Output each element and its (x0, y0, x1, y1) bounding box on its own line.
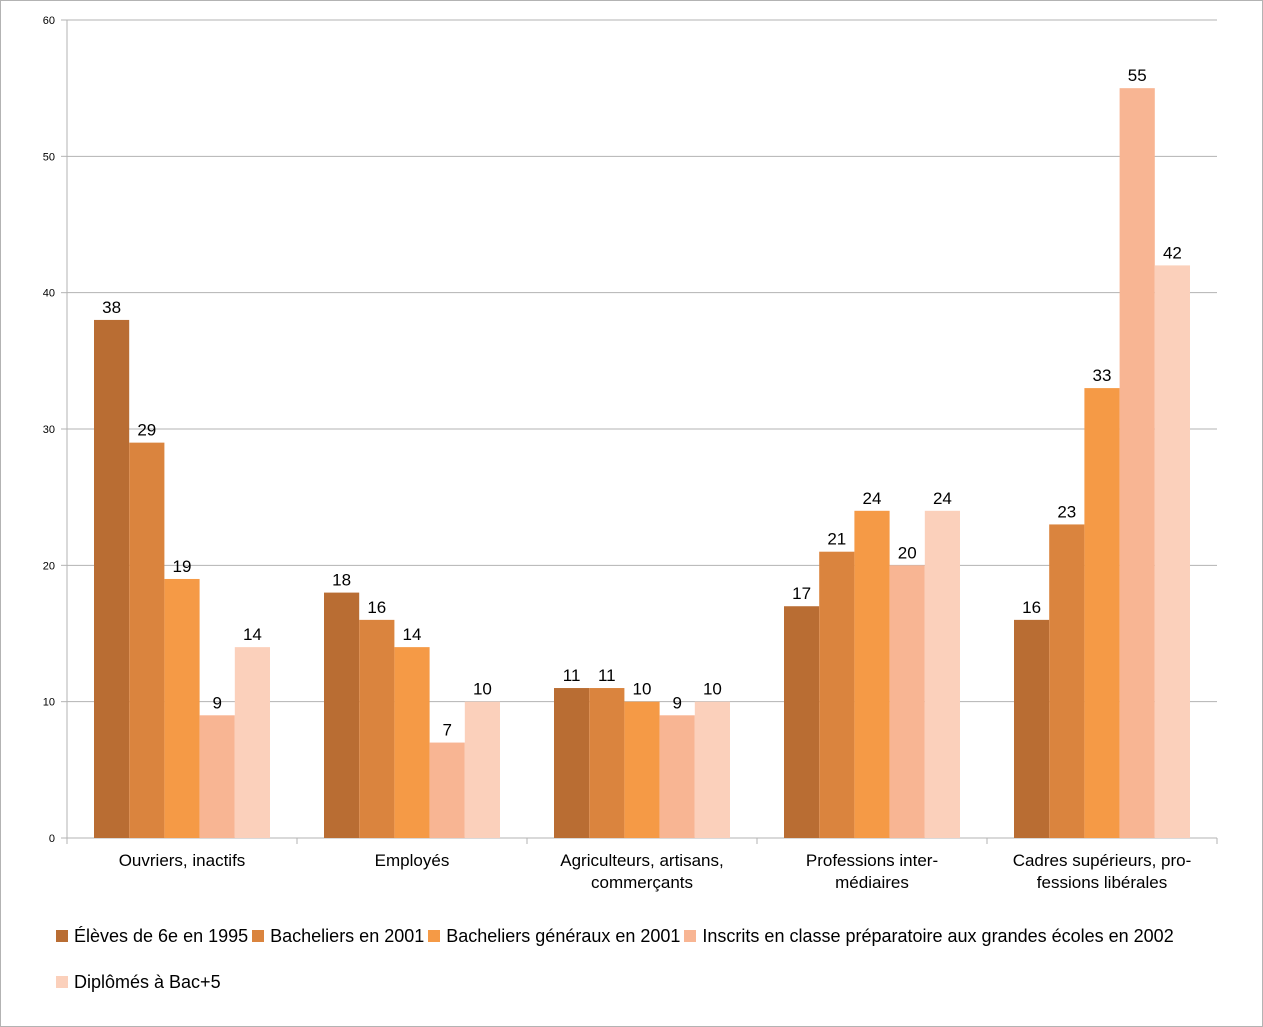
chart-legend: Élèves de 6e en 1995 Bacheliers en 2001 Ba… (56, 920, 1246, 998)
legend-swatch (252, 930, 265, 942)
x-tick-label: commerçants (591, 873, 693, 892)
bar (359, 619, 395, 838)
bar (1119, 88, 1155, 838)
data-label: 24 (863, 489, 882, 508)
x-tick-label: médiaires (835, 873, 909, 892)
data-label: 7 (442, 721, 451, 740)
bar (324, 592, 360, 838)
data-label: 9 (212, 693, 221, 712)
bar (819, 551, 855, 838)
legend-swatch (56, 930, 68, 942)
bar (429, 742, 465, 838)
data-label: 29 (137, 421, 156, 440)
data-label: 11 (563, 666, 581, 685)
data-label: 18 (332, 571, 351, 590)
legend-item: Diplômés à Bac+5 (56, 966, 1242, 998)
legend-label: Bacheliers généraux en 2001 (446, 926, 681, 946)
data-label: 38 (102, 298, 121, 317)
bar (394, 647, 430, 838)
bar (659, 715, 695, 838)
data-label: 9 (672, 693, 681, 712)
bar (164, 578, 200, 838)
data-label: 11 (598, 666, 616, 685)
data-label: 10 (633, 680, 652, 699)
y-tick-label: 60 (43, 15, 55, 27)
data-label: 16 (1022, 598, 1041, 617)
bar (199, 715, 235, 838)
data-label: 16 (367, 598, 386, 617)
data-label: 42 (1163, 243, 1182, 262)
x-tick-label: Employés (375, 851, 450, 870)
bar (854, 510, 890, 838)
bar (589, 688, 625, 838)
data-label: 19 (173, 557, 192, 576)
bar (464, 701, 500, 838)
bar (624, 701, 660, 838)
legend-swatch (428, 930, 441, 942)
bar (554, 688, 590, 838)
data-label: 10 (473, 680, 492, 699)
legend-item: Bacheliers en 2001 (252, 920, 424, 952)
x-tick-label: Agriculteurs, artisans, (560, 851, 723, 870)
data-label: 55 (1128, 66, 1147, 85)
bar (1084, 388, 1120, 838)
legend-label: Inscrits en classe préparatoire aux gran… (702, 926, 1174, 946)
bar (784, 606, 820, 838)
legend-item: Inscrits en classe préparatoire aux gran… (684, 920, 1174, 952)
legend-label: Bacheliers en 2001 (270, 926, 425, 946)
data-label: 17 (792, 584, 811, 603)
legend-swatch (684, 930, 697, 942)
data-label: 33 (1093, 366, 1112, 385)
y-tick-label: 0 (49, 833, 55, 845)
data-label: 21 (827, 530, 846, 549)
data-label: 14 (403, 625, 422, 644)
bar-chart: 0 10 20 30 40 50 60 38 29 19 9 14 Ouvriers, inactifs… (43, 15, 1218, 892)
bar (1154, 265, 1190, 838)
y-tick-label: 50 (43, 151, 55, 163)
data-label: 23 (1057, 502, 1076, 521)
y-tick-label: 40 (43, 288, 55, 300)
y-tick-label: 20 (43, 560, 55, 572)
legend-label: Élèves de 6e en 1995 (74, 926, 249, 946)
x-tick-label: Ouvriers, inactifs (119, 851, 246, 870)
data-label: 10 (703, 680, 722, 699)
legend-item: Bacheliers généraux en 2001 (428, 920, 680, 952)
bar (94, 319, 130, 838)
bar (889, 565, 925, 838)
bar (694, 701, 730, 838)
bar (234, 647, 270, 838)
data-label: 20 (898, 543, 917, 562)
y-tick-label: 10 (43, 697, 55, 709)
data-label: 24 (933, 489, 952, 508)
legend-item: Élèves de 6e en 1995 (56, 920, 248, 952)
x-tick-label: Cadres supérieurs, pro- (1013, 851, 1192, 870)
data-label: 14 (243, 625, 262, 644)
legend-label: Diplômés à Bac+5 (74, 972, 221, 992)
bar (924, 510, 960, 838)
x-tick-label: Professions inter- (806, 851, 938, 870)
y-tick-label: 30 (43, 424, 55, 436)
bar (1014, 619, 1050, 838)
x-tick-label: fessions libérales (1037, 873, 1167, 892)
bar (129, 442, 165, 838)
legend-swatch (56, 976, 68, 988)
bar (1049, 524, 1085, 838)
